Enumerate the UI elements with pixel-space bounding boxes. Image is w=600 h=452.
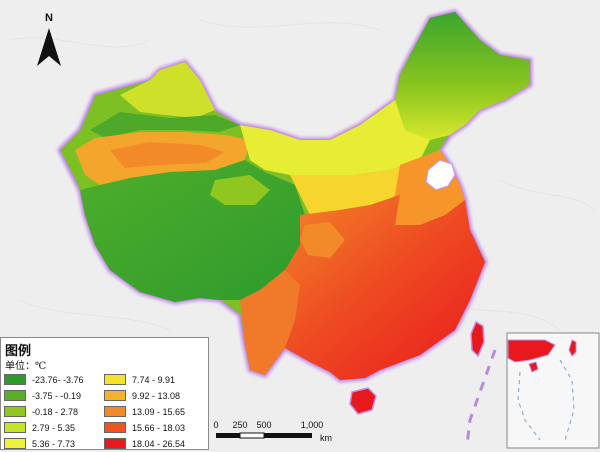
region-tianshan <box>90 112 240 138</box>
legend-swatch <box>104 390 126 401</box>
legend-label: -3.75 - -0.19 <box>32 390 82 401</box>
legend-label: 15.66 - 18.03 <box>132 422 186 433</box>
scale-bar-graphic <box>216 432 312 439</box>
legend-swatch <box>4 390 26 401</box>
region-qaidam <box>210 175 270 205</box>
scale-unit: km <box>320 433 332 443</box>
legend-label: 18.04 - 26.54 <box>132 438 186 449</box>
legend-item: 9.92 - 13.08 <box>104 388 185 403</box>
legend-swatch <box>4 438 26 449</box>
legend-label: 9.92 - 13.08 <box>132 390 181 401</box>
inset-taiwan <box>568 339 577 357</box>
north-label: N <box>45 12 53 24</box>
legend-label: 7.74 - 9.91 <box>132 374 176 385</box>
legend-item: 7.74 - 9.91 <box>104 372 185 387</box>
legend-item: 15.66 - 18.03 <box>104 420 185 435</box>
legend: 图例 单位：℃ -23.76- -3.76 -3.75 - -0.19 -0.1… <box>0 337 209 450</box>
legend-swatch <box>4 406 26 417</box>
legend-swatch <box>104 438 126 449</box>
legend-swatch <box>104 422 126 433</box>
region-inner-mongolia <box>240 100 430 178</box>
legend-title: 图例 <box>5 344 32 359</box>
legend-column-left: -23.76- -3.76 -3.75 - -0.19 -0.18 - 2.78… <box>4 372 84 452</box>
legend-column-right: 7.74 - 9.91 9.92 - 13.08 13.09 - 15.65 1… <box>104 372 185 452</box>
north-arrow-icon <box>37 28 61 66</box>
inset-hainan <box>528 361 539 373</box>
legend-label: -23.76- -3.76 <box>32 374 84 385</box>
region-tarim-core <box>110 142 225 168</box>
island-taiwan <box>470 320 485 358</box>
legend-swatch <box>104 374 126 385</box>
legend-item: 5.36 - 7.73 <box>4 436 84 451</box>
legend-item: -3.75 - -0.19 <box>4 388 84 403</box>
legend-swatch <box>4 422 26 433</box>
legend-label: 2.79 - 5.35 <box>32 422 76 433</box>
scale-bar: 0 250 500 1,000 km <box>208 420 348 446</box>
legend-label: 5.36 - 7.73 <box>32 438 76 449</box>
region-sichuan-basin <box>300 222 345 258</box>
inset-south-coast <box>507 339 556 363</box>
legend-swatch <box>104 406 126 417</box>
legend-item: 18.04 - 26.54 <box>104 436 185 451</box>
scale-tick-0: 0 <box>213 420 219 430</box>
legend-label: -0.18 - 2.78 <box>32 406 79 417</box>
region-dzungaria <box>120 62 215 118</box>
scale-tick-500: 500 <box>256 420 272 430</box>
inset-sea-boundary <box>517 359 575 441</box>
legend-swatch <box>4 374 26 385</box>
region-southwest <box>240 270 300 375</box>
legend-item: 13.09 - 15.65 <box>104 404 185 419</box>
legend-item: 2.79 - 5.35 <box>4 420 84 435</box>
bohai-sea <box>425 159 456 191</box>
scale-tick-250: 250 <box>232 420 248 430</box>
legend-label: 13.09 - 15.65 <box>132 406 186 417</box>
scale-tick-1000: 1,000 <box>300 420 324 430</box>
legend-item: -0.18 - 2.78 <box>4 404 84 419</box>
legend-item: -23.76- -3.76 <box>4 372 84 387</box>
region-northeast <box>395 12 530 140</box>
legend-unit: 单位：℃ <box>5 361 47 372</box>
maritime-boundary <box>465 349 497 446</box>
north-arrow: N <box>34 12 64 68</box>
island-hainan <box>349 387 377 415</box>
